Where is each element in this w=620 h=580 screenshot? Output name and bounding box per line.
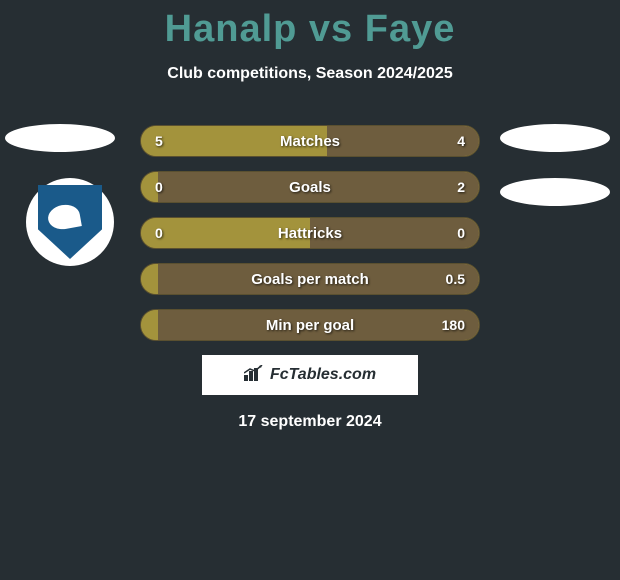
stat-bar: 0Hattricks0: [140, 217, 480, 249]
stat-label: Min per goal: [141, 317, 479, 334]
date-text: 17 september 2024: [0, 413, 620, 431]
page-title: Hanalp vs Faye: [0, 0, 620, 51]
stat-bar: Min per goal180: [140, 309, 480, 341]
subtitle: Club competitions, Season 2024/2025: [0, 65, 620, 83]
stat-value-right: 4: [457, 133, 465, 149]
stats-container: 5Matches40Goals20Hattricks0Goals per mat…: [140, 125, 480, 341]
stat-bar: 5Matches4: [140, 125, 480, 157]
decoration-ellipse-right-2: [500, 178, 610, 206]
stat-bar: 0Goals2: [140, 171, 480, 203]
stat-value-right: 2: [457, 179, 465, 195]
stat-label: Matches: [141, 133, 479, 150]
stat-value-right: 0.5: [446, 271, 465, 287]
team-badge: [26, 178, 114, 266]
stat-label: Hattricks: [141, 225, 479, 242]
stat-value-right: 180: [442, 317, 465, 333]
stat-bar: Goals per match0.5: [140, 263, 480, 295]
chart-icon: [244, 365, 264, 386]
watermark[interactable]: FcTables.com: [202, 355, 418, 395]
stat-label: Goals: [141, 179, 479, 196]
decoration-ellipse-left: [5, 124, 115, 152]
badge-inner: [38, 185, 102, 259]
decoration-ellipse-right-1: [500, 124, 610, 152]
watermark-text: FcTables.com: [270, 366, 376, 384]
shield-icon: [38, 185, 102, 259]
stat-value-right: 0: [457, 225, 465, 241]
stat-label: Goals per match: [141, 271, 479, 288]
